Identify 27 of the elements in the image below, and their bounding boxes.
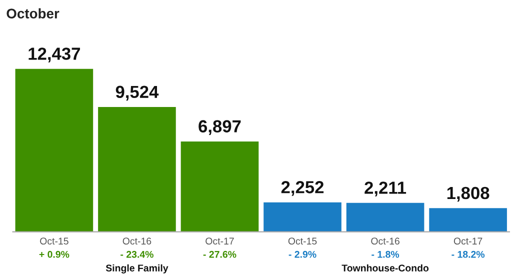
x-tick-label: Oct-16 [122, 238, 152, 245]
text: - 27.6% [203, 250, 236, 258]
text: Townhouse-Condo [342, 264, 429, 272]
text: - 1.8% [372, 250, 400, 258]
x-tick-label: Oct-15 [40, 238, 68, 245]
text: Single Family [106, 264, 168, 274]
data-label: 1,808 [447, 186, 490, 202]
data-label: 2,211 [364, 182, 406, 196]
text: - 23.4% [120, 250, 154, 258]
data-label: 9,524 [116, 86, 159, 101]
data-label: 12,437 [28, 48, 80, 62]
bar [15, 68, 94, 232]
chart-title: October [6, 8, 60, 18]
bar [346, 202, 424, 232]
data-label: 6,897 [198, 120, 241, 135]
x-tick-label: Oct-15 [288, 238, 317, 245]
text: - 18.2% [452, 250, 485, 258]
bar [180, 141, 259, 232]
bar [429, 208, 507, 232]
text: - 2.9% [288, 250, 316, 258]
data-label: 2,252 [281, 181, 324, 196]
bar [98, 107, 176, 232]
x-tick-label: Oct-17 [454, 238, 482, 245]
x-tick-label: Oct-16 [371, 238, 400, 245]
bar [264, 202, 342, 232]
x-tick-label: Oct-17 [206, 238, 234, 245]
text: + 0.9% [39, 250, 70, 258]
